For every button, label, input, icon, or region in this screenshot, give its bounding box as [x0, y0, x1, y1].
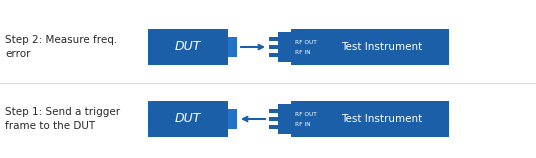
Text: RF OUT: RF OUT	[295, 40, 317, 45]
Bar	[228, 109, 237, 129]
Bar	[269, 125, 278, 129]
Bar	[269, 109, 278, 113]
Bar	[228, 37, 237, 57]
Bar	[278, 32, 291, 62]
Bar	[148, 101, 228, 137]
Text: RF IN: RF IN	[295, 49, 311, 55]
Bar	[269, 37, 278, 41]
Text: DUT: DUT	[175, 40, 201, 54]
Text: Step 1: Send a trigger
frame to the DUT: Step 1: Send a trigger frame to the DUT	[5, 107, 120, 131]
Text: Test Instrument: Test Instrument	[341, 114, 422, 124]
Text: Test Instrument: Test Instrument	[341, 42, 422, 52]
Text: RF OUT: RF OUT	[295, 112, 317, 116]
Bar	[269, 45, 278, 49]
Bar	[148, 29, 228, 65]
Text: DUT: DUT	[175, 112, 201, 125]
Bar	[269, 117, 278, 121]
Text: Step 2: Measure freq.
error: Step 2: Measure freq. error	[5, 35, 117, 59]
Text: RF IN: RF IN	[295, 122, 311, 127]
Bar	[269, 53, 278, 57]
Bar	[278, 104, 291, 134]
Bar	[291, 29, 449, 65]
Bar	[291, 101, 449, 137]
